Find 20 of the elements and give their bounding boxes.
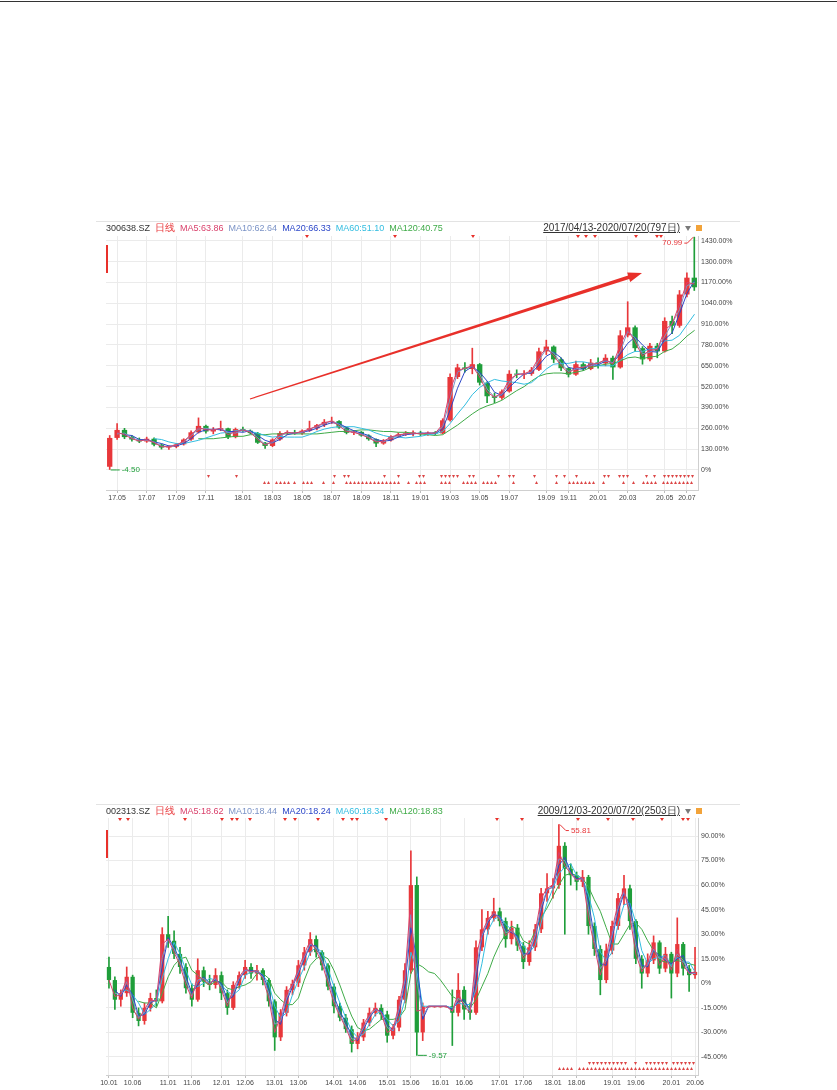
annotation: 70.99 — [662, 238, 683, 248]
text: MA10:18.44 — [228, 806, 278, 816]
chart-title: 002313.SZ — [106, 806, 151, 816]
text: MA60:51.10 — [335, 223, 385, 233]
chart-subtitle: 2017/04/13-2020/07/20(797日) — [543, 221, 680, 235]
text: MA60:18.34 — [335, 806, 385, 816]
chart-subtitle: 2009/12/03-2020/07/20(2503日) — [537, 804, 680, 818]
annotation: -9.57 — [428, 1050, 448, 1060]
annotation: 55.81 — [570, 825, 592, 835]
text: MA120:40.75 — [389, 223, 443, 233]
text: MA20:66.33 — [282, 223, 331, 233]
chart-title: 300638.SZ — [106, 223, 151, 233]
legend-title: 日线 — [155, 804, 176, 818]
annotation: -4.50 — [121, 465, 141, 475]
legend-title: 日线 — [155, 221, 176, 235]
text: MA10:62.64 — [228, 223, 278, 233]
text: MA120:18.83 — [389, 806, 443, 816]
text: MA5:63.86 — [180, 223, 224, 233]
text: MA5:18.62 — [180, 806, 224, 816]
text: MA20:18.24 — [282, 806, 331, 816]
